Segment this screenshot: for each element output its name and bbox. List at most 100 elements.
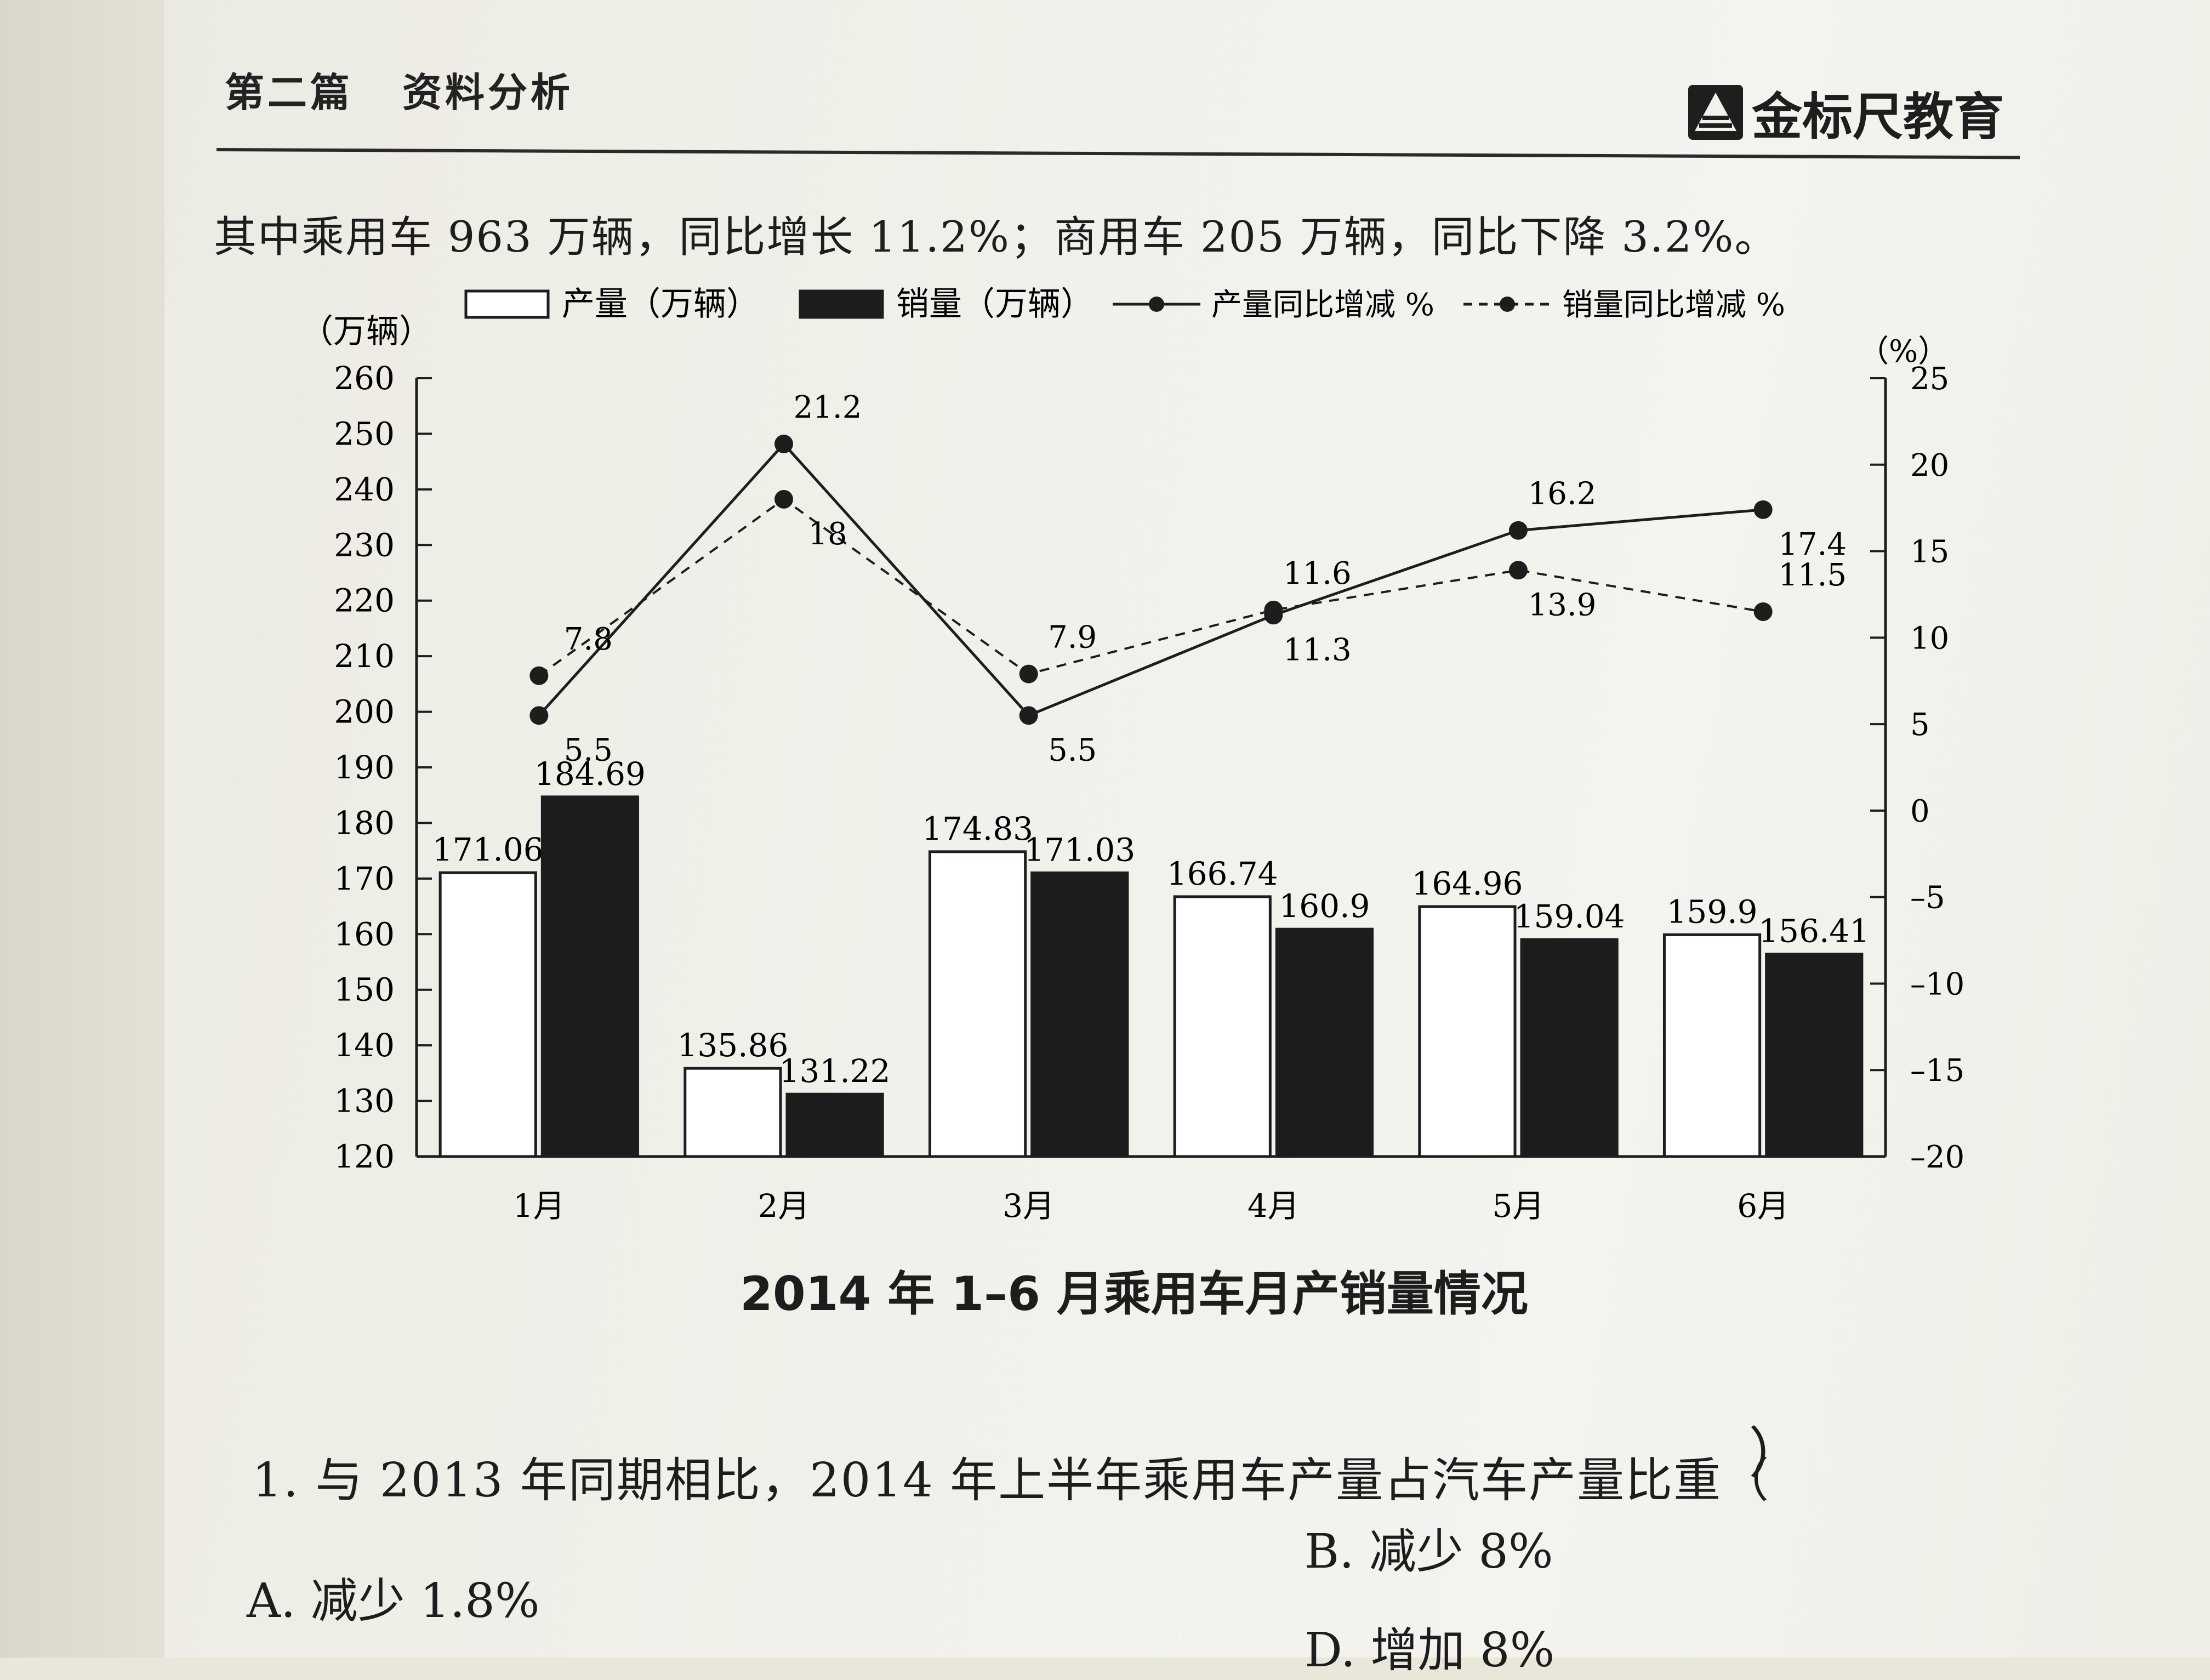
right-tick-label: 20 — [1910, 448, 1949, 483]
sales-growth-label: 7.9 — [1048, 620, 1097, 656]
question-text: 1. 与 2013 年同期相比，2014 年上半年乘用车产量占汽车产量比重（ — [252, 1453, 1770, 1508]
left-axis-unit: （万辆） — [300, 312, 432, 351]
legend-production-label: 产量（万辆） — [562, 285, 759, 323]
legend-sales-label: 销量（万辆） — [896, 285, 1093, 323]
sales-growth-label: 11.6 — [1283, 556, 1352, 591]
production-bar-label: 164.96 — [1411, 865, 1523, 902]
x-tick-label: 5月 — [1493, 1187, 1545, 1225]
subject-label: 资料分析 — [402, 70, 574, 116]
production-bar-label: 171.06 — [432, 831, 544, 868]
sales-growth-label: 7.8 — [564, 622, 613, 657]
right-tick-label: –10 — [1910, 966, 1964, 1002]
left-tick-label: 240 — [334, 471, 395, 508]
production-bar-label: 174.83 — [922, 810, 1033, 847]
sales-bar-label: 159.04 — [1514, 898, 1625, 935]
left-tick-label: 230 — [334, 526, 395, 563]
left-tick-label: 170 — [334, 860, 395, 897]
left-tick-label: 200 — [334, 693, 395, 731]
chart-axes: 1201301401501601701801902002102202302402… — [334, 360, 1964, 1175]
production-bar — [1662, 933, 1762, 1158]
production-bar-label: 166.74 — [1167, 855, 1278, 892]
right-tick-label: 25 — [1910, 361, 1949, 397]
production-bar — [1173, 895, 1272, 1158]
x-tick-label: 4月 — [1248, 1187, 1300, 1225]
production-growth-point — [529, 706, 549, 725]
previous-page-edge — [0, 0, 166, 1658]
production-growth-label: 5.5 — [1048, 732, 1097, 768]
production-growth-point — [1509, 521, 1528, 540]
left-tick-label: 250 — [334, 415, 395, 452]
option-b: B. 减少 8% — [1305, 1524, 1553, 1579]
left-tick-label: 180 — [334, 804, 395, 841]
production-bar — [1418, 905, 1517, 1158]
right-tick-label: –15 — [1910, 1053, 1964, 1089]
chart-title: 2014 年 1–6 月乘用车月产销量情况 — [740, 1267, 1528, 1322]
sales-bar — [1520, 938, 1619, 1158]
right-tick-label: 5 — [1910, 707, 1930, 743]
production-bar — [928, 850, 1027, 1158]
sales-growth-point — [1753, 602, 1773, 621]
x-tick-label: 3月 — [1003, 1187, 1055, 1225]
sales-bar-label: 171.03 — [1024, 831, 1135, 868]
sales-bar-label: 131.22 — [779, 1052, 891, 1090]
production-growth-label: 21.2 — [794, 390, 862, 425]
production-growth-line — [538, 442, 1763, 717]
left-tick-label: 190 — [334, 749, 395, 786]
left-tick-label: 260 — [334, 360, 395, 397]
legend-sales-swatch — [799, 289, 884, 319]
right-tick-label: –20 — [1910, 1140, 1964, 1175]
production-bar-label: 135.86 — [677, 1027, 788, 1064]
sales-bar — [785, 1092, 884, 1158]
production-growth-label: 11.3 — [1283, 632, 1352, 668]
sales-bar — [1030, 871, 1129, 1158]
sales-growth-label: 11.5 — [1778, 557, 1847, 593]
book-page — [164, 0, 2210, 1658]
production-growth-label: 17.4 — [1778, 527, 1847, 562]
sales-bar-label: 160.9 — [1279, 887, 1370, 925]
left-tick-label: 220 — [334, 582, 395, 619]
sales-bar — [1765, 953, 1864, 1158]
right-tick-label: –5 — [1910, 880, 1945, 916]
sales-growth-label: 13.9 — [1528, 587, 1597, 623]
production-bar-label: 159.9 — [1667, 893, 1758, 930]
x-tick-label: 6月 — [1737, 1187, 1789, 1225]
sales-bar-label: 184.69 — [534, 755, 646, 793]
section-label: 第二篇 — [225, 70, 354, 116]
left-tick-label: 160 — [334, 915, 395, 953]
right-tick-label: 0 — [1910, 794, 1930, 829]
intro-paragraph: 其中乘用车 963 万辆，同比增长 11.2%；商用车 205 万辆，同比下降 … — [214, 213, 1779, 262]
legend-production-swatch — [464, 289, 550, 319]
answer-paren: ） — [1748, 1421, 1803, 1485]
sales-bar-label: 156.41 — [1758, 913, 1870, 950]
sales-growth-point — [1264, 600, 1283, 619]
option-d: D. 增加 8% — [1305, 1623, 1555, 1678]
legend-production-growth-label: 产量同比增减 % — [1211, 287, 1434, 323]
right-tick-label: 10 — [1910, 620, 1949, 656]
production-sales-chart: 产量（万辆） 销量（万辆） 产量同比增减 % 销量同比增减 % （万辆） （%） 12… — [300, 285, 1964, 1225]
x-tick-label: 2月 — [758, 1187, 810, 1225]
right-tick-label: 15 — [1910, 534, 1949, 570]
production-growth-label: 16.2 — [1528, 476, 1597, 512]
right-axis-unit: （%） — [1858, 334, 1949, 369]
left-tick-label: 210 — [334, 637, 395, 675]
x-axis-labels: 1月 2月 3月 4月 5月 6月 — [513, 1187, 1789, 1225]
production-growth-point — [1753, 500, 1773, 519]
left-tick-label: 150 — [334, 971, 395, 1009]
page-header: 第二篇 资料分析 — [225, 60, 623, 118]
left-tick-label: 130 — [334, 1083, 395, 1120]
logo-text: 金标尺教育 — [1752, 87, 2004, 146]
production-growth-label: 5.5 — [564, 732, 613, 768]
x-tick-label: 1月 — [513, 1187, 565, 1225]
sales-bar — [1275, 927, 1374, 1158]
chart-legend: 产量（万辆） 销量（万辆） 产量同比增减 % 销量同比增减 % — [464, 285, 1785, 323]
publisher-logo: 金标尺教育 — [1688, 82, 2004, 146]
production-growth-point — [774, 434, 793, 453]
sales-growth-label: 18 — [808, 516, 847, 552]
left-tick-label: 140 — [334, 1027, 395, 1064]
sales-growth-point — [1509, 561, 1528, 580]
sales-growth-point — [774, 489, 793, 509]
production-growth-point — [1019, 706, 1038, 725]
legend-production-growth-marker — [1149, 297, 1164, 312]
sales-growth-line — [538, 498, 1764, 677]
